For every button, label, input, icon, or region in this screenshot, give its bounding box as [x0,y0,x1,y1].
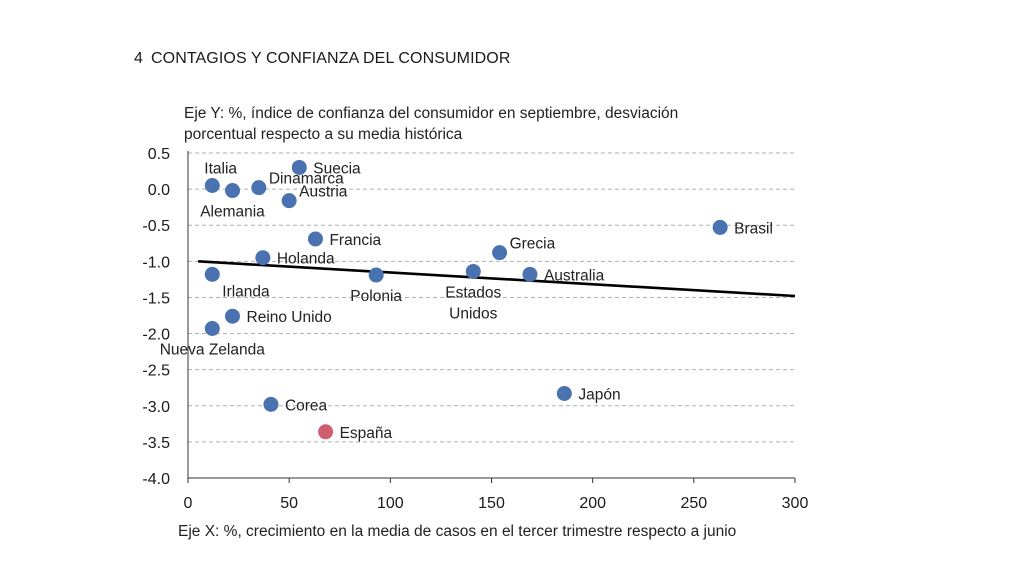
figure-title-text: CONTAGIOS Y CONFIANZA DEL CONSUMIDOR [151,50,511,67]
label-polonia: Polonia [350,288,402,305]
point-suecia [291,159,307,175]
label-espana: España [340,425,393,442]
label-alemania: Alemania [200,204,265,221]
point-austria [281,193,297,209]
point-corea [263,396,279,412]
label-corea: Corea [285,397,328,414]
label-suecia: Suecia [313,160,361,177]
label-australia: Australia [544,267,605,284]
y-tick-label: 0.5 [148,146,170,163]
label-nueva-zelanda: Nueva Zelanda [160,342,266,359]
y-tick-label: -3.5 [142,435,170,452]
point-polonia [368,267,384,283]
y-tick-label: -0.5 [142,218,170,235]
y-tick-label: -2.0 [142,327,170,344]
x-tick-label: 50 [280,495,298,512]
x-tick-label: 300 [782,495,809,512]
y-tick-label: -1.5 [142,290,170,307]
label-austria: Austria [299,184,348,201]
point-australia [522,266,538,282]
y-tick-label: -2.5 [142,363,170,380]
y-axis-label-line-2: porcentual respecto a su media histórica [184,126,463,143]
x-tick-label: 250 [680,495,707,512]
y-tick-label: 0.0 [148,182,170,199]
point-nueva-zelanda [204,321,220,336]
y-tick-label: -3.0 [142,399,170,416]
label-estados-unidos-line2: Unidos [449,305,497,322]
x-tick-label: 0 [184,495,193,512]
x-tick-label: 100 [377,495,404,512]
label-irlanda: Irlanda [222,283,270,300]
label-reino-unido: Reino Unido [247,309,332,326]
point-japon [556,386,572,401]
figure-title: 4 CONTAGIOS Y CONFIANZA DEL CONSUMIDOR [134,50,511,68]
tick-labels: 0.5 0.0 -0.5 -1.0 -1.5 -2.0 -2.5 -3.0 -3.5 -4.0 0 5… [142,146,808,512]
point-italia [204,178,220,193]
trendline [198,260,796,298]
label-estados-unidos: Estados [445,284,501,301]
label-grecia: Grecia [510,236,556,253]
y-axis-label: Eje Y: %, índice de confianza del consum… [184,103,784,145]
label-francia: Francia [329,232,381,249]
label-brasil: Brasil [734,220,773,237]
axes [187,151,796,483]
x-tick-label: 200 [579,495,606,512]
point-alemania [225,183,241,199]
point-irlanda [204,266,220,282]
x-tick-label: 150 [478,495,505,512]
trendline-group [198,260,796,298]
point-dinamarca [251,180,267,196]
figure-number: 4 [134,50,143,67]
point-brasil [712,219,728,235]
grid-lines [188,152,795,443]
point-estados-unidos [465,263,481,279]
label-italia: Italia [204,161,237,178]
y-axis-label-line-1: Eje Y: %, índice de confianza del consum… [184,105,679,122]
label-dinamarca: Dinamarca [269,171,344,188]
point-grecia [492,245,508,261]
point-reino-unido [225,308,241,324]
y-tick-label: -1.0 [142,254,170,271]
point-espana [318,424,334,440]
x-axis-label: Eje X: %, crecimiento en la media de cas… [178,523,737,540]
point-francia [307,231,323,247]
y-tick-label: -4.0 [142,471,170,488]
label-holanda: Holanda [277,251,335,268]
point-holanda [255,250,271,266]
label-japon: Japón [578,387,620,404]
